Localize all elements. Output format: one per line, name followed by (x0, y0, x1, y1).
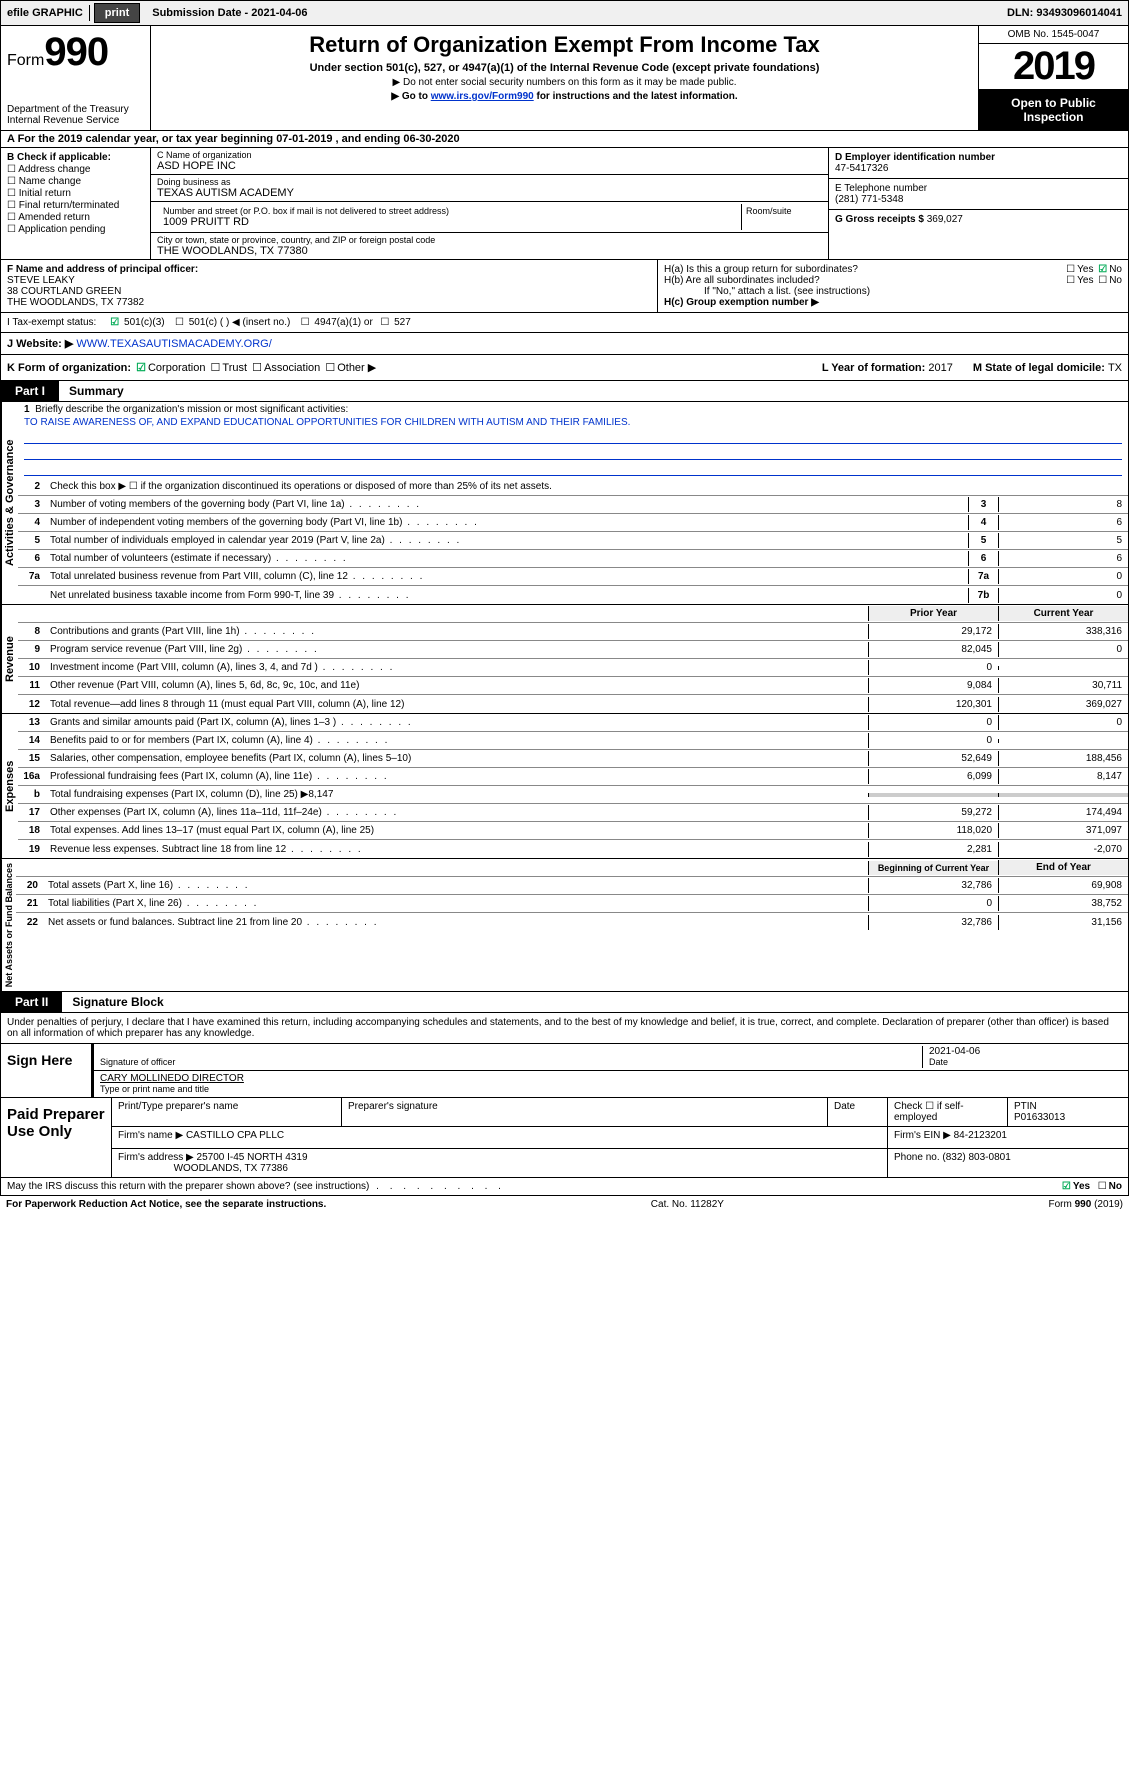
city-state-zip: THE WOODLANDS, TX 77380 (157, 245, 822, 257)
row-f-h: F Name and address of principal officer:… (0, 260, 1129, 313)
org-name: ASD HOPE INC (157, 160, 822, 172)
dept-label: Department of the Treasury Internal Reve… (7, 104, 144, 126)
website-link[interactable]: WWW.TEXASAUTISMACADEMY.ORG/ (76, 338, 271, 350)
corp-checkbox[interactable] (136, 361, 146, 374)
open-public-badge: Open to Public Inspection (979, 89, 1128, 130)
4947-checkbox[interactable] (301, 317, 310, 328)
ein-value: 47-5417326 (835, 163, 888, 174)
sig-date: 2021-04-06 (929, 1046, 980, 1057)
discuss-no-checkbox[interactable] (1098, 1181, 1107, 1192)
sect-activities-gov: Activities & Governance (1, 402, 18, 604)
header-mid: Return of Organization Exempt From Incom… (151, 26, 978, 130)
assoc-checkbox[interactable] (252, 361, 262, 374)
phone-value: (281) 771-5348 (835, 194, 903, 205)
dln-label: DLN: 93493096014041 (1001, 5, 1128, 21)
sect-expenses: Expenses (1, 714, 18, 858)
note-ssn: ▶ Do not enter social security numbers o… (159, 77, 970, 88)
form-header: Form990 Department of the Treasury Inter… (0, 26, 1129, 131)
tax-year: 2019 (979, 44, 1128, 89)
box-c-name: C Name of organization ASD HOPE INC Doin… (151, 148, 828, 259)
gross-receipts: 369,027 (927, 214, 963, 225)
part2-header: Part II Signature Block (0, 992, 1129, 1013)
box-d-ein: D Employer identification number 47-5417… (828, 148, 1128, 259)
room-suite-label: Room/suite (742, 204, 822, 230)
org-info-grid: B Check if applicable: Address change Na… (0, 148, 1129, 260)
irs-link[interactable]: www.irs.gov/Form990 (431, 91, 534, 102)
501c-checkbox[interactable] (175, 317, 184, 328)
form-number: 990 (44, 30, 108, 74)
hb-no-checkbox[interactable] (1098, 275, 1107, 286)
val-7b: 0 (998, 588, 1128, 603)
year-formation: 2017 (928, 362, 952, 374)
mission-text: TO RAISE AWARENESS OF, AND EXPAND EDUCAT… (18, 417, 1128, 428)
top-toolbar: efile GRAPHIC print Submission Date - 20… (0, 0, 1129, 26)
sect-revenue: Revenue (1, 605, 18, 713)
omb-number: OMB No. 1545-0047 (979, 26, 1128, 44)
form-prefix: Form (7, 52, 44, 69)
firm-name: CASTILLO CPA PLLC (186, 1130, 284, 1141)
val-5: 5 (998, 533, 1128, 548)
mission-line (24, 430, 1122, 444)
chk-final-return[interactable]: Final return/terminated (7, 200, 144, 211)
box-b-applicable: B Check if applicable: Address change Na… (1, 148, 151, 259)
header-right: OMB No. 1545-0047 2019 Open to Public In… (978, 26, 1128, 130)
firm-address: 25700 I-45 NORTH 4319 (197, 1152, 308, 1163)
discuss-row: May the IRS discuss this return with the… (0, 1178, 1129, 1196)
officer-name-title: CARY MOLLINEDO DIRECTOR (100, 1073, 244, 1084)
val-3: 8 (998, 497, 1128, 512)
paid-preparer-block: Paid Preparer Use Only Print/Type prepar… (0, 1098, 1129, 1178)
ha-no-checkbox[interactable] (1098, 264, 1107, 275)
form-title: Return of Organization Exempt From Incom… (159, 32, 970, 58)
chk-address-change[interactable]: Address change (7, 164, 144, 175)
ha-yes-checkbox[interactable] (1066, 264, 1075, 275)
submission-date: Submission Date - 2021-04-06 (144, 5, 315, 21)
street-address: 1009 PRUITT RD (163, 216, 735, 228)
page-footer: For Paperwork Reduction Act Notice, see … (0, 1196, 1129, 1213)
part1-summary: Activities & Governance 1 Briefly descri… (0, 402, 1129, 992)
perjury-declaration: Under penalties of perjury, I declare th… (0, 1013, 1129, 1044)
row-i-status: I Tax-exempt status: 501(c)(3) 501(c) ( … (0, 313, 1129, 333)
527-checkbox[interactable] (380, 317, 389, 328)
val-6: 6 (998, 551, 1128, 566)
chk-app-pending[interactable]: Application pending (7, 224, 144, 235)
form-subtitle: Under section 501(c), 527, or 4947(a)(1)… (159, 62, 970, 74)
other-checkbox[interactable] (325, 361, 335, 374)
trust-checkbox[interactable] (211, 361, 221, 374)
dba-name: TEXAS AUTISM ACADEMY (157, 187, 822, 199)
chk-initial-return[interactable]: Initial return (7, 188, 144, 199)
firm-ein: 84-2123201 (954, 1130, 1007, 1141)
sign-here-block: Sign Here Signature of officer 2021-04-0… (0, 1044, 1129, 1098)
part1-header: Part I Summary (0, 381, 1129, 402)
state-domicile: TX (1108, 362, 1122, 374)
mission-line (24, 462, 1122, 476)
501c3-checkbox[interactable] (110, 317, 119, 328)
mission-line (24, 446, 1122, 460)
discuss-yes-checkbox[interactable] (1062, 1181, 1071, 1192)
sect-net-assets: Net Assets or Fund Balances (1, 859, 16, 991)
hb-yes-checkbox[interactable] (1066, 275, 1075, 286)
row-j-website: J Website: ▶ WWW.TEXASAUTISMACADEMY.ORG/ (0, 333, 1129, 355)
firm-phone: (832) 803-0801 (942, 1152, 1010, 1163)
chk-name-change[interactable]: Name change (7, 176, 144, 187)
row-k-form-org: K Form of organization: Corporation Trus… (0, 355, 1129, 381)
chk-amended[interactable]: Amended return (7, 212, 144, 223)
header-left: Form990 Department of the Treasury Inter… (1, 26, 151, 130)
val-7a: 0 (998, 569, 1128, 584)
box-h-group: H(a) Is this a group return for subordin… (658, 260, 1128, 312)
print-button[interactable]: print (94, 3, 140, 23)
efile-label: efile GRAPHIC (1, 5, 90, 21)
box-f-officer: F Name and address of principal officer:… (1, 260, 658, 312)
note-link: ▶ Go to www.irs.gov/Form990 for instruct… (159, 91, 970, 102)
row-a-period: A For the 2019 calendar year, or tax yea… (0, 131, 1129, 148)
ptin-value: P01633013 (1014, 1112, 1065, 1123)
val-4: 6 (998, 515, 1128, 530)
officer-name: STEVE LEAKY (7, 275, 75, 286)
